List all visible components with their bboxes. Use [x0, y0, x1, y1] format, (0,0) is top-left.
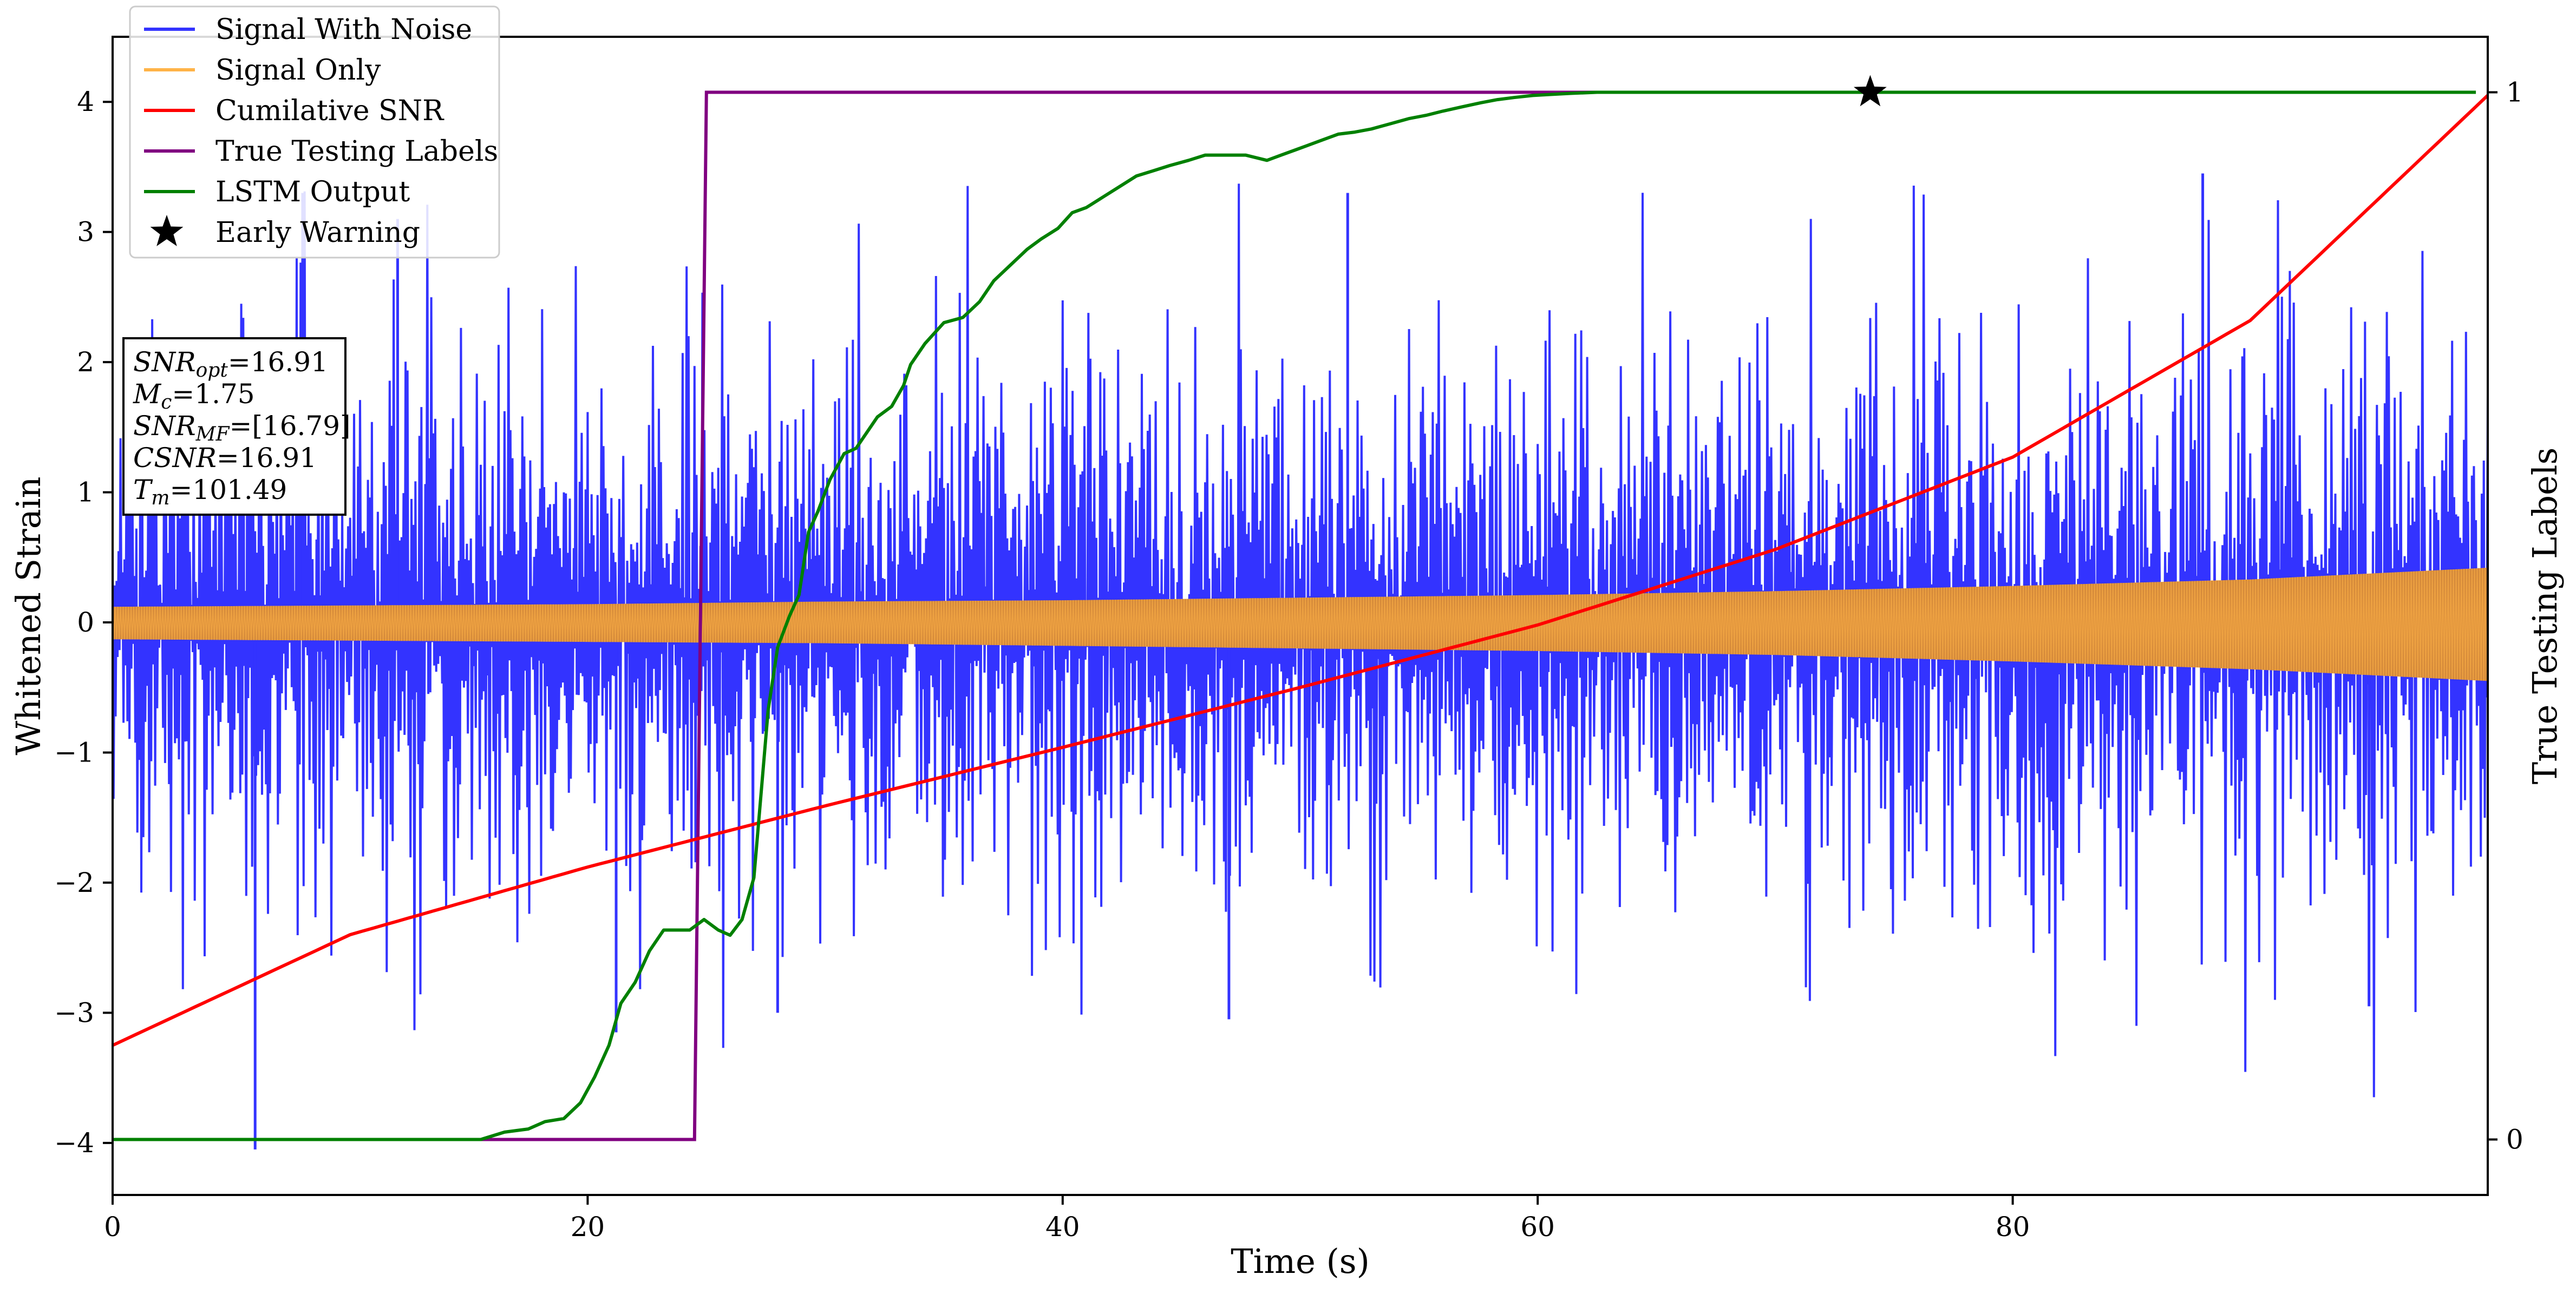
legend-label: Cumilative SNR — [215, 95, 444, 127]
x-tick-label: 40 — [1045, 1211, 1080, 1243]
y2-tick-label: 1 — [2506, 77, 2523, 108]
y2-axis-label: True Testing Labels — [2525, 448, 2565, 785]
legend-star-icon — [150, 215, 184, 246]
lstm-output-series — [113, 90, 2476, 1141]
info-box-line: Mc=1.75 — [133, 378, 255, 413]
x-tick-label: 80 — [1996, 1211, 2030, 1243]
early-warning-marker — [1853, 75, 1887, 107]
legend-label: Signal With Noise — [215, 14, 472, 46]
y-tick-label: 4 — [77, 86, 94, 117]
signal-only-series — [113, 567, 2488, 681]
plot-frame — [112, 36, 2489, 1196]
legend: Signal With Noise Signal Only Cumilative S… — [129, 5, 500, 259]
info-box-frame — [122, 337, 346, 516]
info-box-line: Tm=101.49 — [133, 474, 287, 509]
y-tick-label: −1 — [54, 737, 94, 768]
info-box-line: CSNR=16.91 — [133, 442, 317, 474]
signal-with-noise-series — [113, 173, 2488, 1150]
y-tick-label: −2 — [54, 867, 94, 898]
legend-box — [129, 5, 500, 259]
y-tick-label: 2 — [77, 346, 94, 378]
info-box-line: SNRopt=16.91 — [133, 346, 328, 382]
lstm-output-line — [113, 90, 2476, 1141]
y-axis-label: Whitened Strain — [9, 477, 48, 756]
y-tick-label: 1 — [77, 477, 94, 508]
x-tick-label: 0 — [104, 1211, 121, 1243]
x-tick-label: 60 — [1520, 1211, 1555, 1243]
y-tick-label: 0 — [77, 607, 94, 638]
legend-label: Early Warning — [215, 216, 420, 249]
y2-tick-label: 0 — [2506, 1124, 2523, 1155]
x-tick-label: 20 — [571, 1211, 605, 1243]
info-box-line: SNRMF=[16.79] — [133, 410, 351, 445]
y-tick-label: 3 — [77, 216, 94, 248]
x-axis-label: Time (s) — [1231, 1242, 1370, 1281]
signal-only-line — [113, 567, 2488, 681]
legend-label: LSTM Output — [215, 176, 410, 208]
y-tick-label: −3 — [54, 997, 94, 1028]
legend-label: True Testing Labels — [215, 135, 498, 168]
legend-label: Signal Only — [215, 54, 381, 87]
early-warning-series — [1853, 75, 1887, 107]
cumulative-snr-series — [113, 94, 2488, 1047]
info-box: SNRopt=16.91Mc=1.75SNRMF=[16.79]CSNR=16.… — [122, 337, 351, 516]
y-tick-label: −4 — [54, 1127, 94, 1159]
cumulative-snr-line — [113, 94, 2488, 1047]
signal-with-noise-line — [113, 183, 2488, 1098]
plot-area — [113, 75, 2488, 1150]
